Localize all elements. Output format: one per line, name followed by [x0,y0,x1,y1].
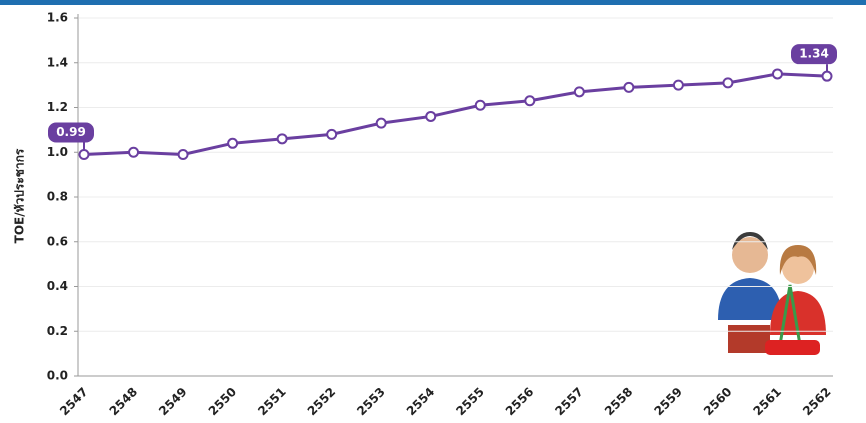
top-bar [0,0,866,5]
y-tick-label: 0.6 [47,234,68,248]
y-tick-label: 0.2 [47,324,68,338]
x-tick-label: 2557 [552,385,586,419]
point [326,128,338,140]
point [474,99,486,111]
point [722,77,734,89]
x-tick-label: 2555 [453,385,487,419]
x-tick-label: 2553 [354,385,388,419]
point [524,95,536,107]
x-tick-label: 2561 [751,385,785,419]
point [375,117,387,129]
x-tick-label: 2549 [156,385,190,419]
point [425,110,437,122]
value-label: 1.34 [799,47,829,61]
point [623,81,635,93]
value-label-box [48,122,94,143]
point [672,79,684,91]
y-tick-label: 1.4 [47,55,68,69]
x-tick-label: 2560 [701,385,735,419]
point [78,148,90,160]
y-tick-label: 1.2 [47,100,68,114]
x-tick-label: 2550 [206,385,240,419]
value-label: 0.99 [56,125,86,139]
point [771,68,783,80]
x-tick-label: 2562 [800,385,834,419]
point [821,70,833,82]
x-tick-label: 2552 [305,385,339,419]
point [573,86,585,98]
x-tick-label: 2559 [651,385,685,419]
value-label-box [791,44,837,65]
line [83,72,828,156]
x-tick-label: 2547 [57,385,91,419]
y-tick-label: 1.0 [47,145,68,159]
y-tick-label: 1.6 [47,11,68,25]
point [276,133,288,145]
y-tick-label: 0.8 [47,190,68,204]
x-tick-label: 2554 [404,385,438,419]
point [128,146,140,158]
x-tick-label: 2551 [255,385,289,419]
y-tick-label: 0.0 [47,369,68,383]
x-tick-label: 2548 [107,385,141,419]
x-tick-label: 2558 [602,385,636,419]
x-tick-label: 2556 [503,385,537,419]
people-icon [718,232,826,355]
y-tick-label: 0.4 [47,279,68,293]
y-axis-label: TOE/หัวประชากร [13,148,27,243]
point [177,148,189,160]
point [227,137,239,149]
